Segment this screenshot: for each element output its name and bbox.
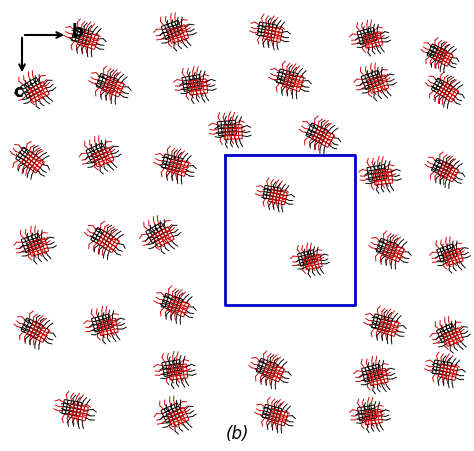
Text: c: c	[13, 83, 23, 101]
Text: b: b	[72, 23, 84, 41]
Text: (b): (b)	[225, 425, 249, 443]
